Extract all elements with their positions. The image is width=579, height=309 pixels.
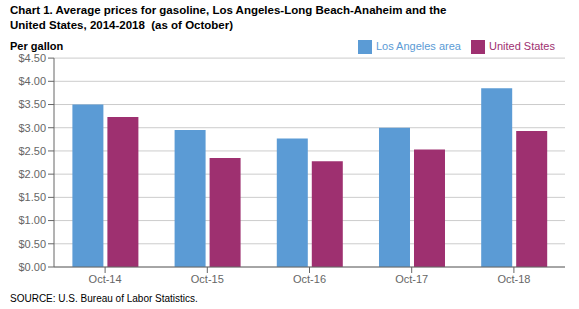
svg-text:$0.00: $0.00 <box>18 261 46 273</box>
svg-text:Oct-14: Oct-14 <box>89 273 122 285</box>
html-text:Per gallon: Per gallon <box>10 40 64 52</box>
html-text:United States: United States <box>489 40 555 52</box>
html-text:Chart 1. Average prices for ga: Chart 1. Average prices for gasoline, Lo… <box>10 4 447 16</box>
html-text:SOURCE: U.S. Bureau of Labor S: SOURCE: U.S. Bureau of Labor Statistics. <box>10 293 198 304</box>
svg-text:$4.50: $4.50 <box>18 52 46 64</box>
svg-text:$3.50: $3.50 <box>18 98 46 110</box>
svg-text:Oct-17: Oct-17 <box>395 273 428 285</box>
svg-text:$3.00: $3.00 <box>18 122 46 134</box>
svg-text:$1.50: $1.50 <box>18 191 46 203</box>
svg-text:Oct-15: Oct-15 <box>191 273 224 285</box>
svg-text:$2.50: $2.50 <box>18 145 46 157</box>
svg-text:$0.50: $0.50 <box>18 238 46 250</box>
svg-text:Oct-16: Oct-16 <box>293 273 326 285</box>
html-text:Los Angeles area: Los Angeles area <box>375 40 461 52</box>
svg-text:$1.00: $1.00 <box>18 214 46 226</box>
svg-text:$4.00: $4.00 <box>18 75 46 87</box>
html-text:United States, 2014-2018 (as o: United States, 2014-2018 (as of October) <box>10 19 234 31</box>
svg-text:$2.00: $2.00 <box>18 168 46 180</box>
svg-text:Oct-18: Oct-18 <box>497 273 530 285</box>
